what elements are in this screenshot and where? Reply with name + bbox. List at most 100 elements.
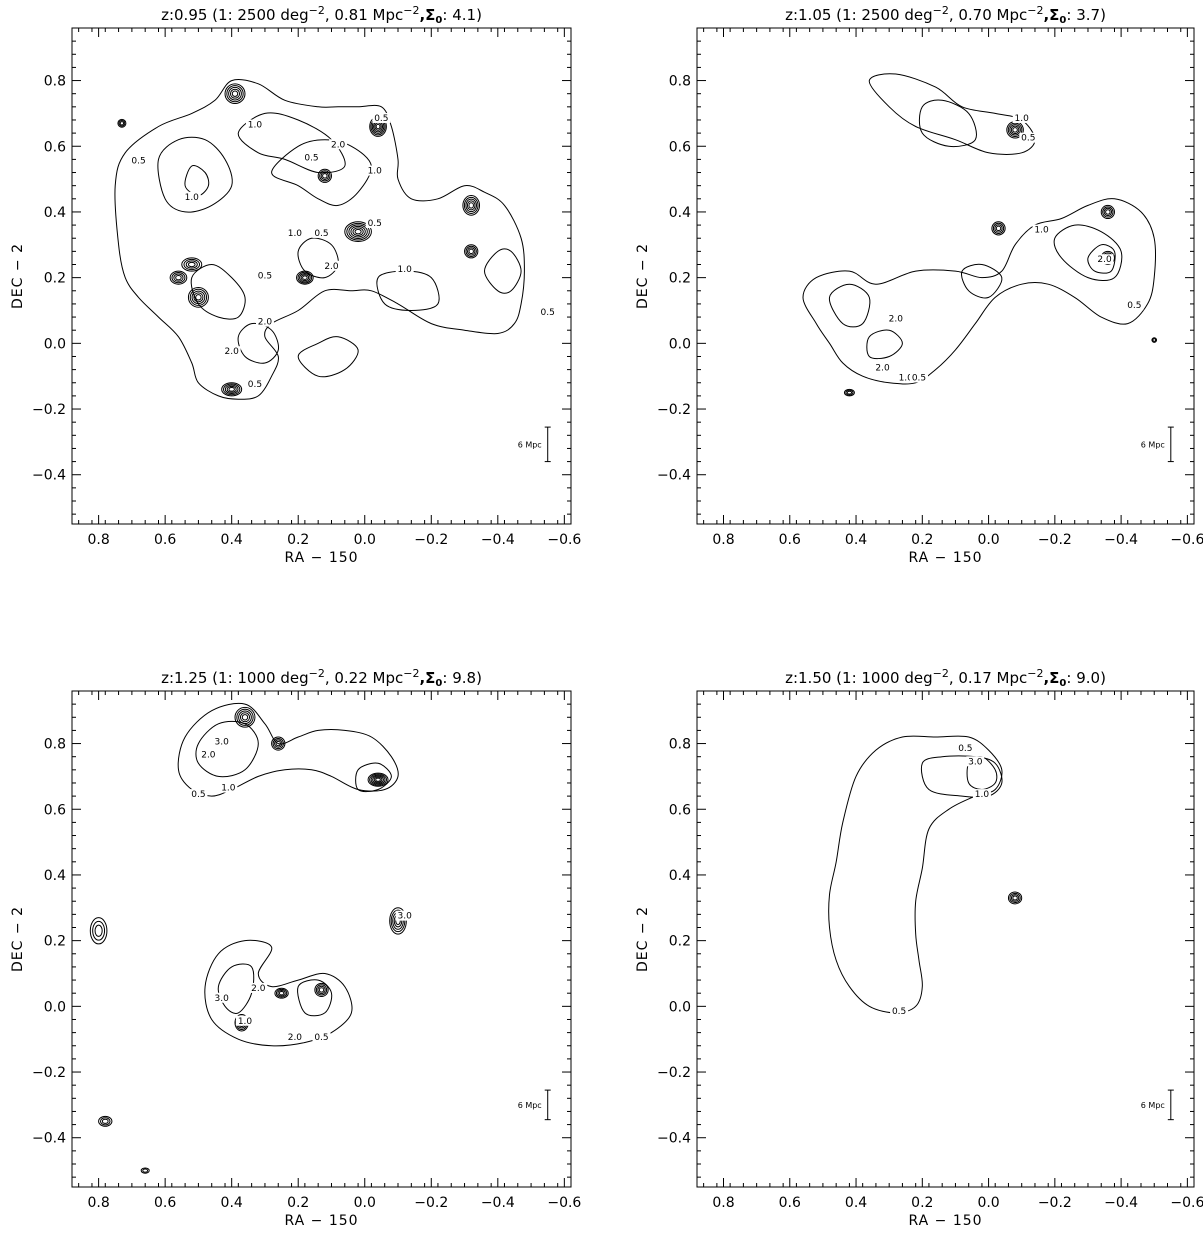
x-tick-label: 0.2 (287, 1195, 309, 1211)
panel-z105: z:1.05 (1: 2500 deg−2, 0.70 Mpc−2,Σ0: 3.… (635, 4, 1203, 566)
x-tick-label: 0.0 (354, 1195, 376, 1211)
y-tick-label: 0.0 (669, 336, 691, 352)
contour-label-bg (245, 379, 264, 390)
density-peak-contour (239, 712, 251, 723)
scale-bar-label: 6 Mpc (518, 440, 542, 449)
density-peak-contour (117, 118, 127, 128)
x-axis-title: RA − 150 (908, 550, 982, 566)
density-contour (177, 702, 399, 797)
density-peak-contour (319, 170, 331, 182)
contour-label-bg (909, 372, 928, 383)
x-tick-label: 0.0 (354, 532, 376, 548)
contour-level-label: 1.0 (248, 121, 263, 131)
density-peak-contour (271, 736, 286, 751)
y-tick-label: −0.2 (32, 402, 66, 418)
contour-label-bg (1095, 254, 1114, 265)
density-peak-contour (193, 292, 204, 303)
density-peak-contour (1009, 892, 1021, 904)
density-contour (483, 248, 522, 294)
x-tick-label: −0.6 (547, 532, 581, 548)
density-peak-contour (348, 224, 368, 239)
density-peak-contour (354, 228, 362, 235)
density-peak-contour (315, 984, 328, 996)
density-peak-contour (1103, 207, 1113, 217)
density-peak-contour (317, 168, 332, 183)
density-peak-contour (1100, 204, 1115, 220)
contour-level-label: 1.0 (221, 784, 236, 794)
density-peak-contour (100, 1117, 111, 1126)
contour-level-label: 3.0 (398, 912, 413, 922)
x-tick-label: −0.4 (481, 532, 515, 548)
density-peak-contour (275, 740, 281, 747)
density-peak-contour (300, 274, 310, 282)
density-peak-contour (299, 272, 311, 283)
density-peak-contour (185, 260, 198, 269)
plot-frame (696, 690, 1195, 1188)
x-tick-label: 0.2 (911, 532, 933, 548)
panel-z150: z:1.50 (1: 1000 deg−2, 0.17 Mpc−2,Σ0: 9.… (635, 667, 1203, 1229)
x-tick-label: 0.8 (712, 532, 734, 548)
panel-title: z:0.95 (1: 2500 deg−2, 0.81 Mpc−2,Σ0: 4.… (161, 4, 482, 26)
density-peak-contour (846, 390, 853, 395)
y-tick-label: 0.2 (44, 934, 66, 950)
y-tick-label: 0.0 (44, 336, 66, 352)
x-tick-label: −0.2 (414, 532, 448, 548)
density-peak-contour (350, 225, 366, 238)
contour-label-bg (312, 1032, 331, 1043)
density-peak-contour (274, 739, 283, 748)
density-peak-contour (463, 196, 479, 214)
density-peak-contour (175, 274, 182, 281)
y-tick-label: 0.6 (44, 802, 66, 818)
y-axis-title: DEC − 2 (635, 906, 651, 972)
contour-level-label: 0.5 (958, 744, 972, 754)
x-tick-label: −0.2 (1038, 532, 1072, 548)
density-peak-contour (390, 909, 406, 933)
density-peak-contour (994, 224, 1003, 233)
contour-label-bg (896, 372, 915, 383)
density-peak-contour (322, 173, 328, 179)
density-contour (237, 322, 280, 364)
density-contour (918, 99, 977, 148)
y-tick-label: −0.2 (657, 402, 691, 418)
density-peak-contour (1007, 122, 1023, 138)
scale-bar: 6 Mpc (518, 1089, 551, 1121)
density-contour (297, 336, 359, 378)
density-contour (195, 720, 259, 778)
contour-label-bg (1125, 300, 1144, 311)
density-peak-contour (372, 775, 384, 784)
density-peak-contour (231, 90, 239, 97)
density-peak-contour (171, 272, 186, 284)
scale-bar-label: 6 Mpc (518, 1101, 542, 1110)
y-tick-label: 0.8 (669, 737, 691, 753)
y-tick-label: −0.4 (657, 468, 691, 484)
y-tick-label: 0.6 (44, 139, 66, 155)
density-peak-contour (1012, 127, 1018, 133)
contour-label-bg (249, 982, 268, 993)
density-peak-contour (140, 1167, 150, 1174)
contour-level-label: 1.0 (1015, 114, 1030, 124)
plot-frame (71, 690, 572, 1188)
density-peak-contour (1102, 206, 1114, 218)
density-peak-contour (238, 710, 252, 725)
density-contour (828, 283, 871, 328)
contour-label-bg (890, 1005, 909, 1016)
density-peak-contour (1152, 338, 1157, 342)
contour-label-bg (219, 782, 238, 793)
x-tick-label: 0.6 (154, 532, 176, 548)
contour-label-bg (285, 1032, 304, 1043)
density-peak-contour (92, 920, 106, 941)
x-tick-label: 0.4 (221, 1195, 243, 1211)
density-peak-contour (226, 385, 237, 393)
contour-level-label: 1.0 (185, 193, 200, 203)
density-peak-contour (241, 714, 249, 721)
density-peak-contour (389, 907, 407, 935)
density-contour (828, 735, 1003, 1014)
density-peak-contour (370, 774, 386, 785)
x-tick-label: 0.8 (712, 1195, 734, 1211)
y-tick-label: 0.4 (669, 868, 691, 884)
contour-level-label: 2.0 (889, 314, 904, 324)
y-tick-label: 0.2 (44, 271, 66, 287)
density-peak-contour (272, 737, 284, 750)
x-tick-label: 0.0 (977, 532, 999, 548)
density-peak-contour (995, 225, 1002, 232)
